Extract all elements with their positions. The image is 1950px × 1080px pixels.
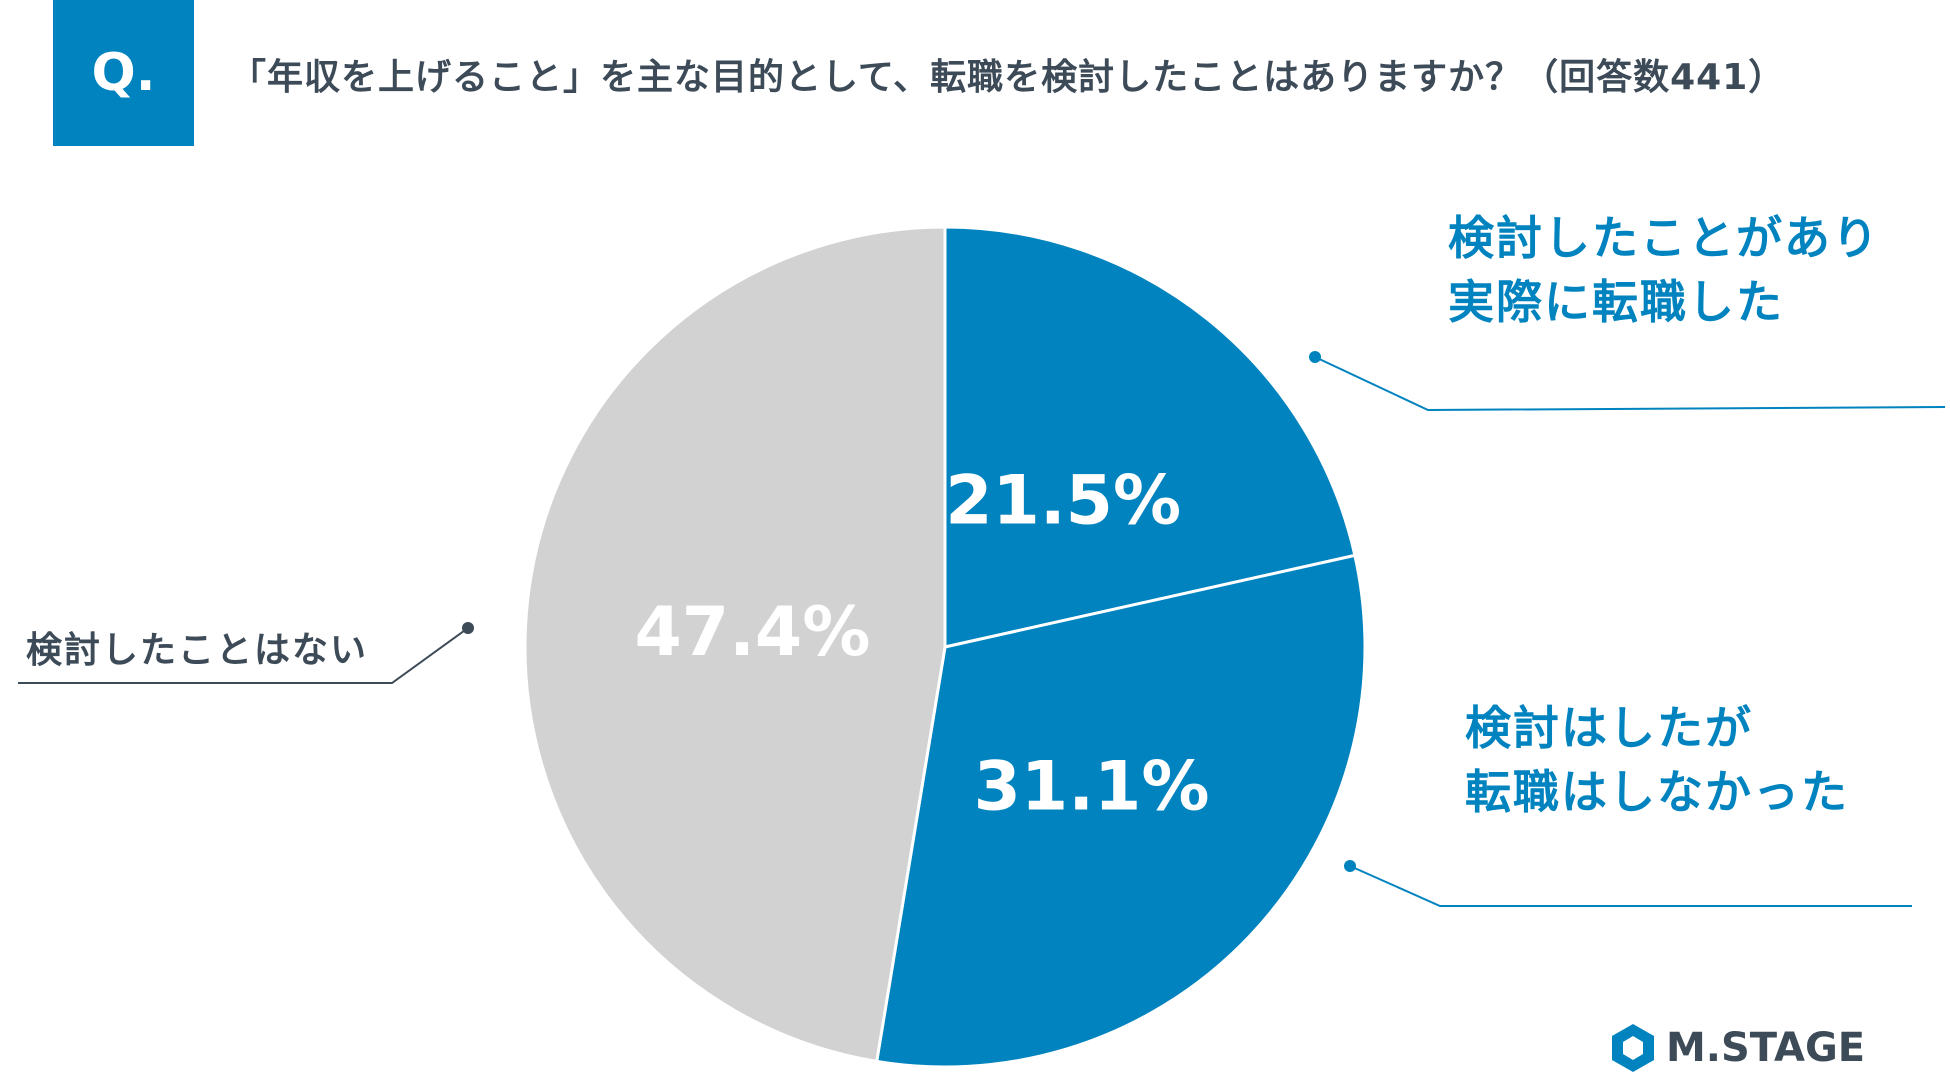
slice-value-label-2: 31.1% bbox=[974, 747, 1210, 826]
pie-slice-3 bbox=[523, 225, 947, 1064]
slice-value-label-3: 47.4% bbox=[634, 593, 870, 672]
slice-category-label-1-line-1: 検討したことがあり bbox=[1448, 211, 1880, 265]
leader-line-3 bbox=[18, 627, 469, 684]
leader-line-2 bbox=[1349, 865, 1912, 907]
slice-value-label-1: 21.5% bbox=[945, 461, 1181, 540]
brand-logo-text: M.STAGE bbox=[1666, 1025, 1866, 1071]
pie-slice-2 bbox=[874, 553, 1367, 1069]
slice-category-label-2-line-2: 転職はしなかった bbox=[1465, 765, 1849, 819]
leader-dot-2 bbox=[1344, 860, 1356, 872]
slice-category-label-1-line-2: 実際に転職した bbox=[1448, 275, 1784, 329]
leader-dot-3 bbox=[462, 622, 474, 634]
leader-dot-1 bbox=[1309, 351, 1321, 363]
pie-slice-1 bbox=[943, 225, 1357, 649]
brand-logo: M.STAGE bbox=[1610, 1022, 1865, 1074]
hexagon-logo-icon bbox=[1612, 1024, 1654, 1072]
slice-category-label-2-line-1: 検討はしたが bbox=[1465, 701, 1753, 755]
question-title: 「年収を上げること」を主な目的として、転職を検討したことはありますか？（回答数4… bbox=[230, 57, 1786, 98]
leader-line-1 bbox=[1314, 356, 1946, 412]
slice-category-label-3-line-1: 検討したことはない bbox=[26, 630, 368, 671]
question-badge: Q. bbox=[53, 0, 194, 146]
question-badge-label: Q. bbox=[91, 43, 156, 103]
